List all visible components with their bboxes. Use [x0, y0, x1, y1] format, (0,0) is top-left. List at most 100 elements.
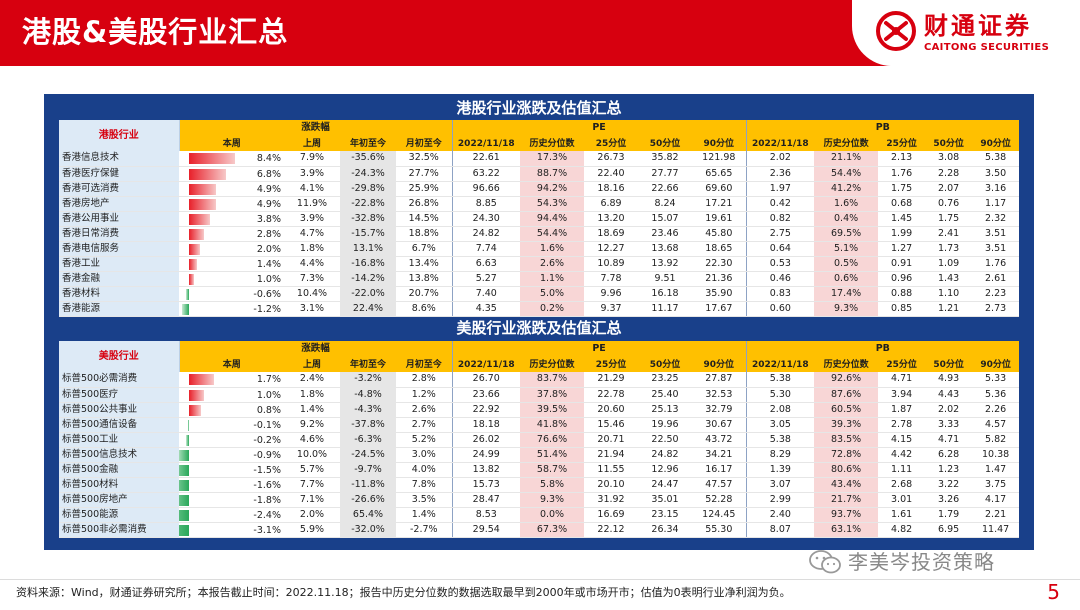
- us-table-cell: 7.1%: [284, 492, 340, 508]
- hk-week-change-value: 4.9%: [256, 183, 281, 195]
- us-col-header: 2022/11/18: [745, 357, 815, 372]
- us-table-cell: 13.82: [451, 462, 521, 478]
- hk-week-change-bar: [189, 153, 235, 164]
- hk-industry-table: 港股行业 涨跌幅 PE PB 本周 上周 年初至今 月初至今 2022/11/18 历史分位数 25…: [59, 120, 1020, 317]
- hk-table-cell: -32.8%: [340, 211, 396, 227]
- hk-week-change-cell: 2.0%: [179, 241, 284, 257]
- us-week-change-bar: [179, 449, 189, 461]
- hk-table-cell: 1.45: [878, 211, 926, 227]
- hk-table-cell: 3.9%: [284, 166, 340, 182]
- hk-table-cell: -16.8%: [340, 256, 396, 272]
- us-week-change-cell: 1.7%: [179, 372, 284, 388]
- us-table-row: 标普500工业 -0.2% 4.6% -6.3% 5.2% 26.02 76.6% 20.71…: [59, 432, 1020, 448]
- hk-table-cell: 7.78: [584, 271, 639, 287]
- hk-table-cell: 63.22: [451, 166, 521, 182]
- hk-week-change-value: 4.9%: [256, 198, 281, 210]
- hk-week-change-value: 1.0%: [256, 273, 281, 285]
- hk-table-cell: 22.61: [451, 151, 521, 167]
- hk-week-change-value: 1.4%: [256, 258, 281, 270]
- hk-industry-name: 香港日常消费: [59, 226, 179, 242]
- us-table-cell: 4.42: [878, 447, 926, 463]
- hk-week-change-value: 8.4%: [256, 153, 281, 164]
- hk-table-cell: 94.4%: [520, 211, 585, 227]
- us-col-header: 2022/11/18: [451, 357, 521, 372]
- us-table-cell: 1.47: [972, 462, 1020, 478]
- hk-industry-name: 香港可选消费: [59, 181, 179, 197]
- hk-col-header: 50分位: [925, 136, 973, 151]
- hk-table-cell: 1.73: [925, 241, 973, 257]
- hk-section-title: 港股行业涨跌及估值汇总: [456, 99, 622, 117]
- hk-table-cell: 88.7%: [520, 166, 585, 182]
- us-table-cell: 5.82: [972, 432, 1020, 448]
- hk-table-cell: 1.10: [925, 286, 973, 302]
- us-table-cell: 3.75: [972, 477, 1020, 493]
- us-table-cell: 4.0%: [396, 462, 453, 478]
- hk-week-change-cell: 1.0%: [179, 271, 284, 287]
- hk-table-cell: 24.82: [451, 226, 521, 242]
- us-table-cell: 3.5%: [396, 492, 453, 508]
- us-table-cell: 1.87: [878, 402, 926, 418]
- hk-col-header: 年初至今: [340, 136, 396, 151]
- hk-table-cell: 21.36: [692, 271, 747, 287]
- us-week-change-value: 1.0%: [256, 389, 281, 401]
- us-table-cell: 7.7%: [284, 477, 340, 493]
- hk-table-row: 香港能源 -1.2% 3.1% 22.4% 8.6% 4.35 0.2% 9.37 11.17 1…: [59, 301, 1020, 317]
- hk-table-cell: 2.28: [925, 166, 973, 182]
- us-section-title: 美股行业涨跌及估值汇总: [456, 319, 622, 337]
- us-table-cell: 5.30: [745, 387, 815, 403]
- us-table-cell: 4.71: [925, 432, 973, 448]
- us-table-cell: 3.05: [745, 417, 815, 433]
- us-table-cell: 2.40: [745, 507, 815, 523]
- hk-col-header: 25分位: [584, 136, 639, 151]
- hk-table-cell: 4.7%: [284, 226, 340, 242]
- hk-table-cell: -22.8%: [340, 196, 396, 212]
- hk-table-cell: 9.96: [584, 286, 639, 302]
- us-pb-group: PB: [745, 341, 1020, 357]
- hk-table-cell: 0.85: [878, 301, 926, 317]
- us-table-cell: -9.7%: [340, 462, 396, 478]
- us-table-cell: 1.4%: [284, 402, 340, 418]
- hk-table-cell: 22.66: [638, 181, 693, 197]
- us-table-cell: 43.72: [692, 432, 747, 448]
- hk-table-cell: 2.02: [745, 151, 815, 167]
- hk-week-change-bar: [189, 198, 216, 210]
- hk-table-cell: -15.7%: [340, 226, 396, 242]
- us-industry-name: 标普500非必需消费: [59, 522, 179, 538]
- us-table-cell: 3.26: [925, 492, 973, 508]
- hk-table-cell: 1.99: [878, 226, 926, 242]
- us-week-change-cell: -0.2%: [179, 432, 284, 448]
- us-table-cell: 4.93: [925, 372, 973, 388]
- us-table-cell: 5.36: [972, 387, 1020, 403]
- us-table-cell: 24.99: [451, 447, 521, 463]
- hk-table-cell: 32.5%: [396, 151, 453, 167]
- us-table-cell: 3.33: [925, 417, 973, 433]
- us-industry-name: 标普500房地产: [59, 492, 179, 508]
- us-table-row: 标普500必需消费 1.7% 2.4% -3.2% 2.8% 26.70 83.7% 21.2…: [59, 372, 1020, 388]
- us-table-cell: 22.12: [584, 522, 639, 538]
- us-table-cell: 31.92: [584, 492, 639, 508]
- hk-table-cell: 0.4%: [814, 211, 879, 227]
- us-table-cell: 52.28: [692, 492, 747, 508]
- us-table-cell: 4.82: [878, 522, 926, 538]
- us-table-cell: 83.5%: [814, 432, 879, 448]
- hk-table-cell: 0.68: [878, 196, 926, 212]
- hk-week-change-bar: [189, 273, 195, 285]
- hk-table-cell: 0.64: [745, 241, 815, 257]
- hk-industry-name: 香港电信服务: [59, 241, 179, 257]
- hk-table-cell: 9.37: [584, 301, 639, 317]
- hk-table-cell: 3.51: [972, 241, 1020, 257]
- hk-week-change-cell: 1.4%: [179, 256, 284, 272]
- us-week-change-bar: [186, 434, 189, 446]
- hk-week-change-cell: 4.9%: [179, 181, 284, 197]
- wechat-watermark: 李美岑投资策略: [808, 549, 995, 575]
- hk-col-header: 历史分位数: [814, 136, 879, 151]
- hk-table-row: 香港信息技术 8.4% 7.9% -35.6% 32.5% 22.61 17.3% 26.73…: [59, 151, 1020, 167]
- hk-week-change-bar: [189, 213, 210, 225]
- us-table-cell: 4.57: [972, 417, 1020, 433]
- us-week-change-bar: [179, 479, 189, 491]
- us-table-row: 标普500通信设备 -0.1% 9.2% -37.8% 2.7% 18.18 41.8% 15…: [59, 417, 1020, 433]
- us-industry-name: 标普500工业: [59, 432, 179, 448]
- us-table-cell: 23.66: [451, 387, 521, 403]
- us-industry-name: 标普500信息技术: [59, 447, 179, 463]
- us-industry-name: 标普500医疗: [59, 387, 179, 403]
